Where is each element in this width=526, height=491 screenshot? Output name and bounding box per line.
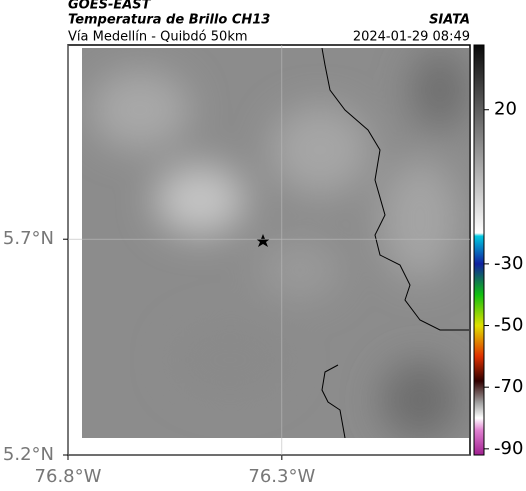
colorbar-label: -50 xyxy=(494,315,523,336)
y-tick-label: 5.7°N xyxy=(3,228,54,249)
agency: SIATA xyxy=(429,13,470,28)
x-tick-label: 76.8°W xyxy=(35,466,102,487)
y-tick-label: 5.2°N xyxy=(3,444,54,465)
colorbar-label: -30 xyxy=(494,253,523,274)
source: GOES-EAST xyxy=(68,0,152,13)
colorbar-label: -70 xyxy=(494,376,523,397)
timestamp: 2024-01-29 08:49 xyxy=(353,30,470,45)
subtitle: Vía Medellín - Quibdó 50km xyxy=(68,30,248,45)
location-marker xyxy=(256,234,270,247)
satellite-image xyxy=(82,48,469,438)
colorbar-label: 20 xyxy=(494,99,517,120)
title: Temperatura de Brillo CH13 xyxy=(68,13,270,28)
x-tick-label: 76.3°W xyxy=(248,466,315,487)
colorbar-label: -90 xyxy=(494,438,523,459)
colorbar xyxy=(473,44,485,456)
